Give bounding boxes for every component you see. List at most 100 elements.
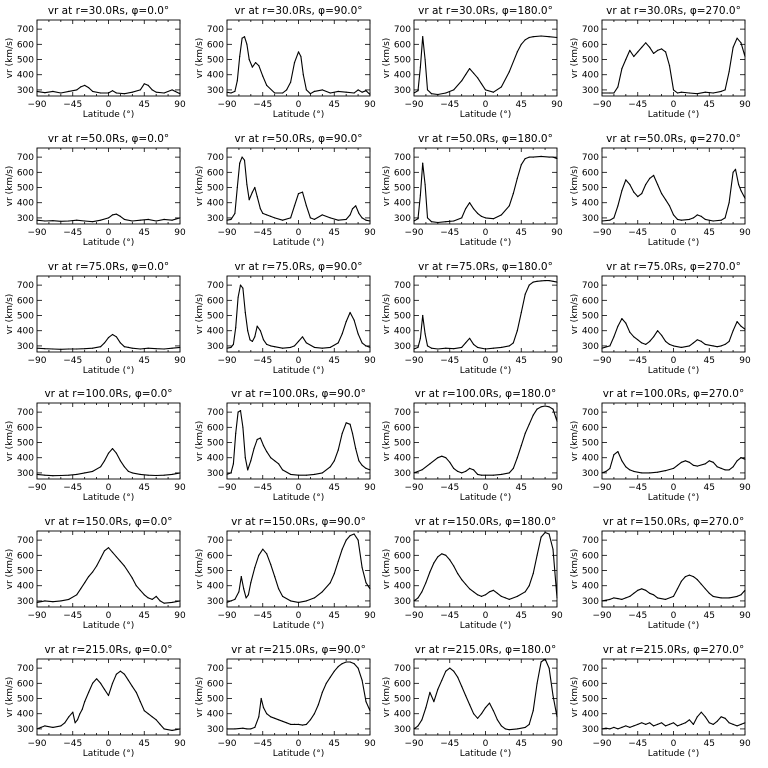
x-axis-label: Latitude (°) — [273, 366, 324, 376]
data-point — [274, 346, 276, 348]
data-point — [241, 37, 243, 39]
data-point — [437, 457, 439, 459]
y-axis-label: vr (km/s) — [5, 549, 15, 590]
data-point — [155, 220, 157, 222]
data-point — [88, 576, 90, 578]
data-point — [226, 728, 228, 730]
data-point — [270, 215, 272, 217]
x-tick-label: −90 — [405, 611, 424, 621]
subplot-title: vr at r=30.0Rs, φ=270.0° — [606, 5, 741, 17]
data-point — [282, 219, 284, 221]
data-point — [724, 217, 726, 219]
data-point — [692, 342, 695, 344]
y-tick-label: 300 — [582, 469, 599, 479]
y-axis-label: vr (km/s) — [195, 294, 205, 335]
data-point — [617, 86, 619, 88]
data-point — [278, 719, 280, 721]
data-point — [123, 673, 125, 675]
data-point — [262, 548, 264, 550]
data-point — [313, 597, 315, 599]
series-line — [601, 168, 746, 222]
y-tick-label: 400 — [17, 327, 34, 337]
data-point — [44, 474, 46, 476]
x-tick-label: −45 — [440, 739, 459, 749]
data-point — [484, 707, 487, 709]
data-point — [544, 405, 546, 407]
data-point — [266, 343, 268, 345]
y-tick-label: 600 — [394, 551, 411, 561]
x-tick-label: 0 — [106, 739, 112, 749]
data-point — [329, 92, 331, 94]
y-tick-label: 400 — [582, 582, 599, 592]
data-point — [516, 457, 518, 459]
data-point — [151, 716, 153, 718]
data-point — [413, 600, 415, 602]
data-point — [278, 588, 280, 590]
subplot-title: vr at r=215.0Rs, φ=270.0° — [603, 644, 744, 656]
data-point — [532, 414, 534, 416]
subplot-title: vr at r=75.0Rs, φ=180.0° — [418, 261, 553, 273]
data-point — [540, 35, 542, 37]
data-point — [621, 460, 623, 462]
x-tick-label: 45 — [704, 483, 715, 493]
x-tick-label: −90 — [405, 483, 424, 493]
data-point — [81, 708, 83, 710]
data-point — [84, 582, 86, 584]
data-point — [540, 280, 542, 282]
data-point — [676, 464, 679, 466]
data-point — [512, 342, 514, 344]
data-point — [143, 83, 145, 85]
data-point — [321, 89, 323, 91]
series-line — [413, 280, 558, 350]
y-tick-label: 300 — [207, 597, 224, 607]
data-point — [417, 218, 419, 220]
x-tick-label: −45 — [628, 356, 647, 366]
data-point — [508, 71, 510, 73]
data-point — [524, 432, 526, 434]
x-tick-label: 0 — [671, 611, 677, 621]
data-point — [426, 89, 429, 91]
data-point — [131, 220, 133, 222]
data-point — [492, 474, 494, 476]
data-point — [449, 461, 451, 463]
x-tick-label: 45 — [516, 356, 527, 366]
data-point — [676, 588, 679, 590]
data-point — [337, 342, 339, 344]
data-point — [469, 68, 471, 70]
data-point — [649, 340, 651, 342]
data-point — [492, 710, 494, 712]
data-point — [504, 728, 506, 730]
y-tick-label: 500 — [207, 184, 224, 194]
data-point — [736, 725, 738, 727]
data-point — [536, 408, 538, 410]
data-point — [661, 334, 663, 336]
data-point — [179, 728, 181, 730]
data-point — [230, 218, 232, 220]
data-point — [556, 281, 558, 283]
subplot-17: vr at r=150.0Rs, φ=0.0° −90 −45 0 45 90 300 400… — [5, 516, 186, 631]
data-point — [321, 347, 323, 349]
data-point — [613, 336, 615, 338]
data-point — [504, 597, 506, 599]
x-tick-label: −45 — [63, 356, 82, 366]
data-point — [433, 701, 435, 703]
x-tick-label: 45 — [704, 739, 715, 749]
data-point — [64, 722, 66, 724]
plot-frame — [36, 530, 181, 608]
data-point — [131, 685, 133, 688]
data-point — [286, 722, 288, 724]
data-point — [605, 599, 607, 601]
x-tick-label: −90 — [218, 100, 237, 110]
data-point — [260, 697, 262, 700]
data-point — [684, 722, 687, 724]
data-point — [60, 725, 62, 727]
x-tick-label: 90 — [364, 228, 376, 238]
data-point — [548, 667, 550, 669]
data-point — [425, 582, 427, 584]
data-point — [248, 199, 250, 201]
x-tick-label: 0 — [296, 100, 302, 110]
y-tick-label: 700 — [582, 408, 599, 418]
data-point — [76, 89, 78, 91]
x-tick-label: 0 — [106, 483, 112, 493]
data-point — [736, 37, 738, 39]
